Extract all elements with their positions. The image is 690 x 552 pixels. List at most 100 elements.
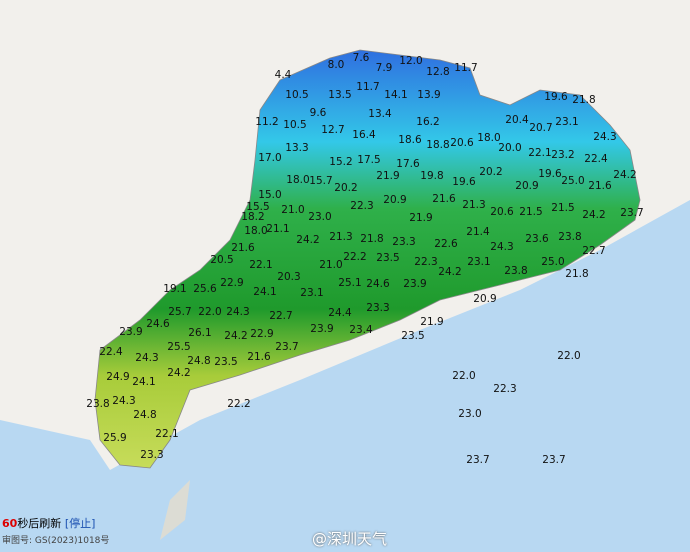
temperature-label: 13.5: [328, 89, 351, 101]
temperature-label: 20.6: [450, 137, 474, 149]
temperature-label: 24.6: [146, 318, 170, 330]
temperature-label: 23.4: [349, 324, 373, 336]
refresh: 60秒后刷新 [停止]: [2, 515, 95, 531]
temperature-label: 19.1: [163, 283, 186, 295]
temperature-label: 10.5: [283, 119, 306, 131]
temperature-label: 22.7: [269, 310, 292, 322]
temperature-label: 22.0: [452, 370, 475, 382]
temperature-label: 14.1: [384, 89, 407, 101]
temperature-label: 23.3: [140, 449, 163, 461]
temperature-label: 24.1: [253, 286, 276, 298]
temperature-label: 24.6: [366, 278, 390, 290]
temperature-label: 8.0: [328, 59, 345, 71]
temperature-label: 18.0: [477, 132, 500, 144]
temperature-label: 21.3: [462, 199, 485, 211]
refresh-text: 秒后刷新: [17, 517, 62, 530]
temperature-label: 24.3: [593, 131, 616, 143]
temperature-label: 24.2: [582, 209, 605, 221]
temperature-label: 25.7: [168, 306, 191, 318]
temperature-label: 16.4: [352, 129, 376, 141]
watermark: @深圳天气: [312, 530, 388, 548]
temperature-label: 20.2: [479, 166, 502, 178]
temperature-label: 21.6: [432, 193, 456, 205]
temperature-label: 11.2: [255, 116, 278, 128]
temperature-label: 22.3: [493, 383, 516, 395]
temperature-label: 21.9: [420, 316, 443, 328]
temperature-label: 19.6: [544, 91, 568, 103]
temperature-label: 21.5: [519, 206, 542, 218]
temperature-label: 23.0: [308, 211, 331, 223]
temperature-label: 18.0: [244, 225, 267, 237]
temperature-label: 23.9: [119, 326, 142, 338]
temperature-label: 21.8: [565, 268, 588, 280]
temperature-label: 9.6: [310, 107, 327, 119]
temperature-label: 21.6: [588, 180, 612, 192]
temperature-label: 21.8: [360, 233, 383, 245]
temperature-label: 20.7: [529, 122, 552, 134]
temperature-label: 11.7: [356, 81, 379, 93]
temperature-label: 25.6: [193, 283, 217, 295]
temperature-label: 21.0: [281, 204, 304, 216]
temperature-label: 20.2: [334, 182, 357, 194]
temperature-label: 22.3: [350, 200, 373, 212]
temperature-label: 25.0: [541, 256, 564, 268]
temperature-label: 23.5: [376, 252, 399, 264]
guangdong-region: [94, 49, 641, 469]
temperature-label: 19.6: [452, 176, 476, 188]
temperature-label: 23.8: [558, 231, 581, 243]
temperature-label: 24.2: [167, 367, 190, 379]
temperature-label: 24.3: [112, 395, 135, 407]
temperature-label: 24.2: [438, 266, 461, 278]
temperature-label: 22.9: [220, 277, 243, 289]
temperature-label: 23.7: [275, 341, 298, 353]
temperature-label: 23.5: [214, 356, 237, 368]
temperature-label: 20.3: [277, 271, 300, 283]
temperature-label: 24.2: [613, 169, 636, 181]
temperature-label: 25.0: [561, 175, 584, 187]
temperature-label: 24.3: [135, 352, 158, 364]
temperature-label: 23.3: [366, 302, 389, 314]
temperature-label: 23.2: [551, 149, 574, 161]
temperature-label: 21.4: [466, 226, 490, 238]
temperature-label: 21.6: [247, 351, 271, 363]
temperature-label: 23.9: [310, 323, 333, 335]
temperature-label: 23.1: [300, 287, 323, 299]
temperature-label: 24.8: [133, 409, 156, 421]
temperature-label: 18.6: [398, 134, 422, 146]
temperature-label: 24.8: [187, 355, 210, 367]
temperature-label: 15.0: [258, 189, 281, 201]
temperature-label: 22.4: [99, 346, 123, 358]
temperature-label: 17.6: [396, 158, 420, 170]
temperature-label: 16.2: [416, 116, 439, 128]
refresh-seconds: 60: [2, 517, 18, 530]
temperature-label: 21.5: [551, 202, 574, 214]
temperature-label: 21.0: [319, 259, 342, 271]
temperature-label: 21.9: [376, 170, 399, 182]
temperature-label: 23.7: [620, 207, 643, 219]
temperature-label: 24.2: [224, 330, 247, 342]
temperature-label: 19.8: [420, 170, 443, 182]
stop-link[interactable]: [停止]: [64, 517, 96, 530]
temperature-label: 17.0: [258, 152, 281, 164]
temperature-label: 24.3: [490, 241, 513, 253]
temperature-label: 22.1: [249, 259, 272, 271]
temperature-label: 23.6: [525, 233, 549, 245]
temperature-label: 23.1: [467, 256, 490, 268]
temperature-label: 24.1: [132, 376, 155, 388]
temperature-label: 21.9: [409, 212, 432, 224]
temperature-label: 25.1: [338, 277, 361, 289]
temperature-label: 23.3: [392, 236, 415, 248]
temperature-label: 24.2: [296, 234, 319, 246]
temperature-label: 15.5: [246, 201, 269, 213]
temperature-label: 22.1: [528, 147, 551, 159]
temperature-label: 12.0: [399, 55, 422, 67]
temperature-label: 21.3: [329, 231, 352, 243]
temperature-label: 22.6: [434, 238, 458, 250]
sea: [0, 200, 690, 552]
temperature-label: 13.9: [417, 89, 440, 101]
temperature-label: 22.2: [343, 251, 366, 263]
temperature-label: 15.2: [329, 156, 352, 168]
temperature-label: 23.8: [504, 265, 527, 277]
